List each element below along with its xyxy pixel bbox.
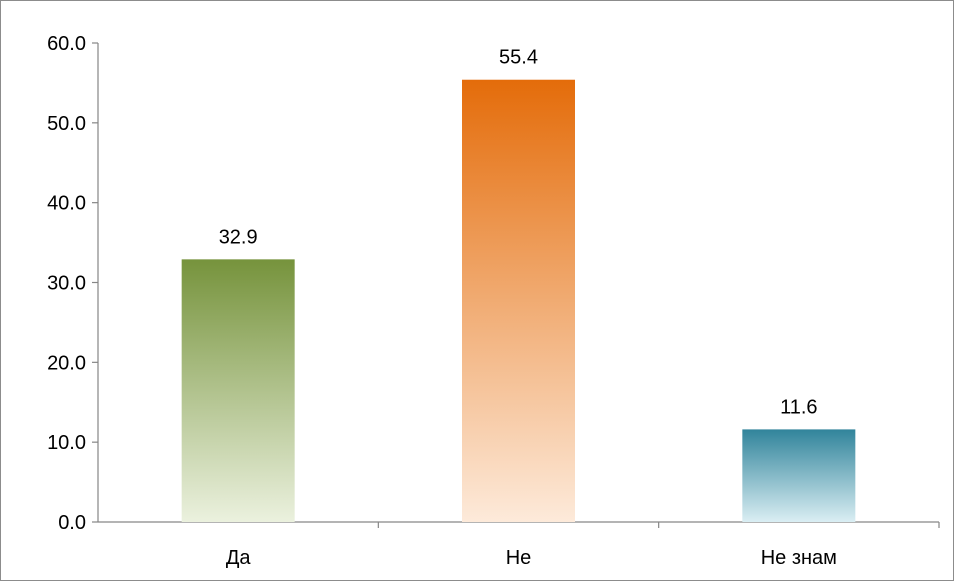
y-tick-label: 40.0 xyxy=(47,193,86,215)
category-label-2: Не xyxy=(506,547,532,569)
y-tick-label: 60.0 xyxy=(47,33,86,55)
y-tick-label: 0.0 xyxy=(58,512,86,534)
data-label-1: 32.9 xyxy=(219,226,258,248)
data-label-2: 55.4 xyxy=(499,47,538,69)
y-tick-label: 50.0 xyxy=(47,113,86,135)
bars xyxy=(181,79,856,523)
category-labels: Да Не Не знам xyxy=(226,547,837,569)
y-tick-label: 20.0 xyxy=(47,352,86,374)
data-label-3: 11.6 xyxy=(780,396,817,418)
x-ticks xyxy=(377,522,940,528)
y-ticks: 0.0 10.0 20.0 30.0 40.0 50.0 60.0 xyxy=(47,33,98,534)
bar-1 xyxy=(181,259,295,522)
bar-2 xyxy=(462,79,575,523)
y-tick-label: 30.0 xyxy=(47,273,86,295)
y-tick-label: 10.0 xyxy=(47,432,86,454)
category-label-1: Да xyxy=(226,547,252,569)
bar-3 xyxy=(742,429,856,522)
category-label-3: Не знам xyxy=(761,547,837,569)
data-labels: 32.9 55.4 11.6 xyxy=(219,47,818,419)
